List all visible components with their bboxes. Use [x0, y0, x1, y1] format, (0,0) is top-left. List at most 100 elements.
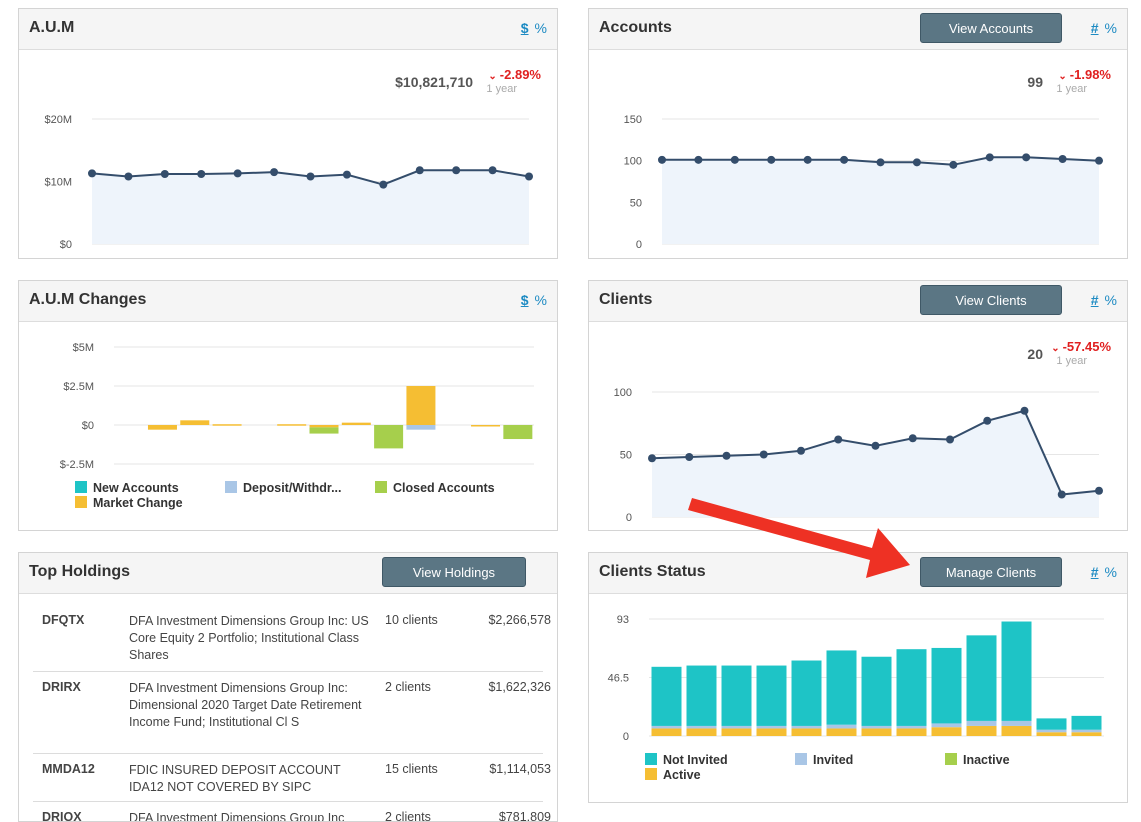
bar [791, 728, 822, 736]
y-tick-label: 0 [623, 731, 629, 743]
percent-toggle[interactable]: % [1104, 292, 1117, 308]
view-clients-button[interactable]: View Clients [920, 285, 1062, 315]
bar [721, 728, 752, 736]
bar [966, 635, 997, 721]
accounts-title: Accounts [599, 19, 672, 36]
bar [1071, 715, 1102, 730]
data-point [124, 172, 133, 181]
bar [721, 725, 752, 729]
y-tick-label: $2.5M [63, 381, 94, 393]
bar [756, 728, 787, 736]
holding-value: $2,266,578 [488, 613, 551, 627]
data-point [452, 166, 461, 175]
bar [1036, 718, 1067, 730]
aum-changes-title: A.U.M Changes [29, 291, 147, 308]
bar [686, 725, 717, 729]
percent-toggle[interactable]: % [1104, 20, 1117, 36]
clients-status-title: Clients Status [599, 563, 706, 580]
bar [861, 656, 892, 726]
caret-down-icon: ⌄ [1058, 71, 1067, 82]
data-point [803, 155, 812, 164]
percent-toggle[interactable]: % [1104, 564, 1117, 580]
legend-market-change: Market Change [75, 496, 183, 510]
manage-clients-button[interactable]: Manage Clients [920, 557, 1062, 587]
aum-chart: $20M $10M $0 [44, 114, 533, 251]
data-point [270, 168, 279, 177]
aum-changes-panel: A.U.M Changes $% $5M $2.5M $0 $-2.5M New Ac… [18, 280, 558, 531]
data-point [912, 158, 921, 167]
data-point [1022, 153, 1031, 162]
bar [651, 728, 682, 736]
holdings-header: Top Holdings View Holdings [19, 553, 557, 594]
count-toggle[interactable]: # [1090, 564, 1099, 580]
bar [966, 725, 997, 736]
legend-invited: Invited [795, 753, 853, 767]
accounts-value: 99 [1027, 74, 1043, 90]
holding-symbol: MMDA12 [42, 762, 95, 776]
accounts-panel: Accounts View Accounts #% 99 ⌄ -1.98% 1 y… [588, 8, 1128, 259]
view-holdings-button[interactable]: View Holdings [382, 557, 526, 587]
legend-new-accounts: New Accounts [75, 481, 179, 495]
accounts-change: ⌄ -1.98% [1058, 67, 1111, 82]
y-tick-label: 0 [626, 512, 632, 524]
bar [826, 728, 857, 736]
data-point [1057, 490, 1066, 499]
bar [756, 725, 787, 729]
bar [1001, 720, 1032, 726]
data-point [415, 166, 424, 175]
percent-toggle[interactable]: % [534, 20, 547, 36]
bar [503, 425, 533, 440]
bar [791, 725, 822, 729]
holding-value: $781,809 [498, 810, 551, 822]
dollar-toggle[interactable]: $ [520, 20, 529, 36]
y-tick-label: 50 [620, 450, 632, 462]
bar [309, 425, 339, 428]
y-tick-label: $10M [44, 177, 72, 189]
table-row[interactable]: DFQTX DFA Investment Dimensions Group In… [33, 605, 551, 672]
data-point [722, 451, 731, 460]
bar [651, 725, 682, 729]
data-point [88, 169, 96, 178]
bar [756, 665, 787, 726]
data-point [1058, 155, 1067, 163]
bar [1036, 732, 1067, 736]
data-point [648, 454, 656, 463]
holding-clients: 2 clients [385, 680, 431, 694]
clients-toggle: #% [1091, 292, 1117, 308]
bar [212, 424, 242, 426]
view-accounts-button[interactable]: View Accounts [920, 13, 1062, 43]
accounts-toggle: #% [1091, 20, 1117, 36]
clients-panel: Clients View Clients #% 20 ⌄ -57.45% 1 ye… [588, 280, 1128, 531]
data-point [871, 441, 880, 450]
table-row[interactable]: DRIQX DFA Investment Dimensions Group In… [33, 802, 551, 821]
bar [966, 720, 997, 726]
y-tick-label: $-2.5M [60, 459, 94, 471]
dollar-toggle[interactable]: $ [520, 292, 529, 308]
clients-chart: 100 50 0 [614, 387, 1103, 524]
holding-name: DFA Investment Dimensions Group Inc: Dim… [129, 681, 362, 729]
count-toggle[interactable]: # [1090, 20, 1099, 36]
clients-header: Clients View Clients #% [589, 281, 1127, 322]
percent-toggle[interactable]: % [534, 292, 547, 308]
count-toggle[interactable]: # [1090, 292, 1099, 308]
y-tick-label: $5M [73, 342, 94, 354]
clients-status-panel: Clients Status Manage Clients #% 93 46.5 0… [588, 552, 1128, 803]
bar [1036, 729, 1067, 733]
data-point [767, 155, 776, 164]
data-point [306, 172, 315, 181]
table-row[interactable]: MMDA12 FDIC INSURED DEPOSIT ACCOUNT IDA1… [33, 754, 551, 802]
table-row[interactable]: DRIRX DFA Investment Dimensions Group In… [33, 672, 551, 754]
top-holdings-panel: Top Holdings View Holdings DFQTX DFA Inv… [18, 552, 558, 822]
bar [931, 723, 962, 728]
legend-deposit-withdrawal: Deposit/Withdr... [225, 481, 342, 495]
data-point [160, 170, 169, 178]
bar [686, 665, 717, 726]
aum-period: 1 year [486, 83, 517, 95]
bar [791, 660, 822, 726]
y-tick-label: 46.5 [608, 673, 629, 685]
holding-name: FDIC INSURED DEPOSIT ACCOUNT IDA12 NOT C… [129, 763, 341, 794]
y-tick-label: $0 [82, 420, 94, 432]
data-point [730, 155, 739, 164]
bar [931, 647, 962, 724]
bar [896, 728, 927, 736]
